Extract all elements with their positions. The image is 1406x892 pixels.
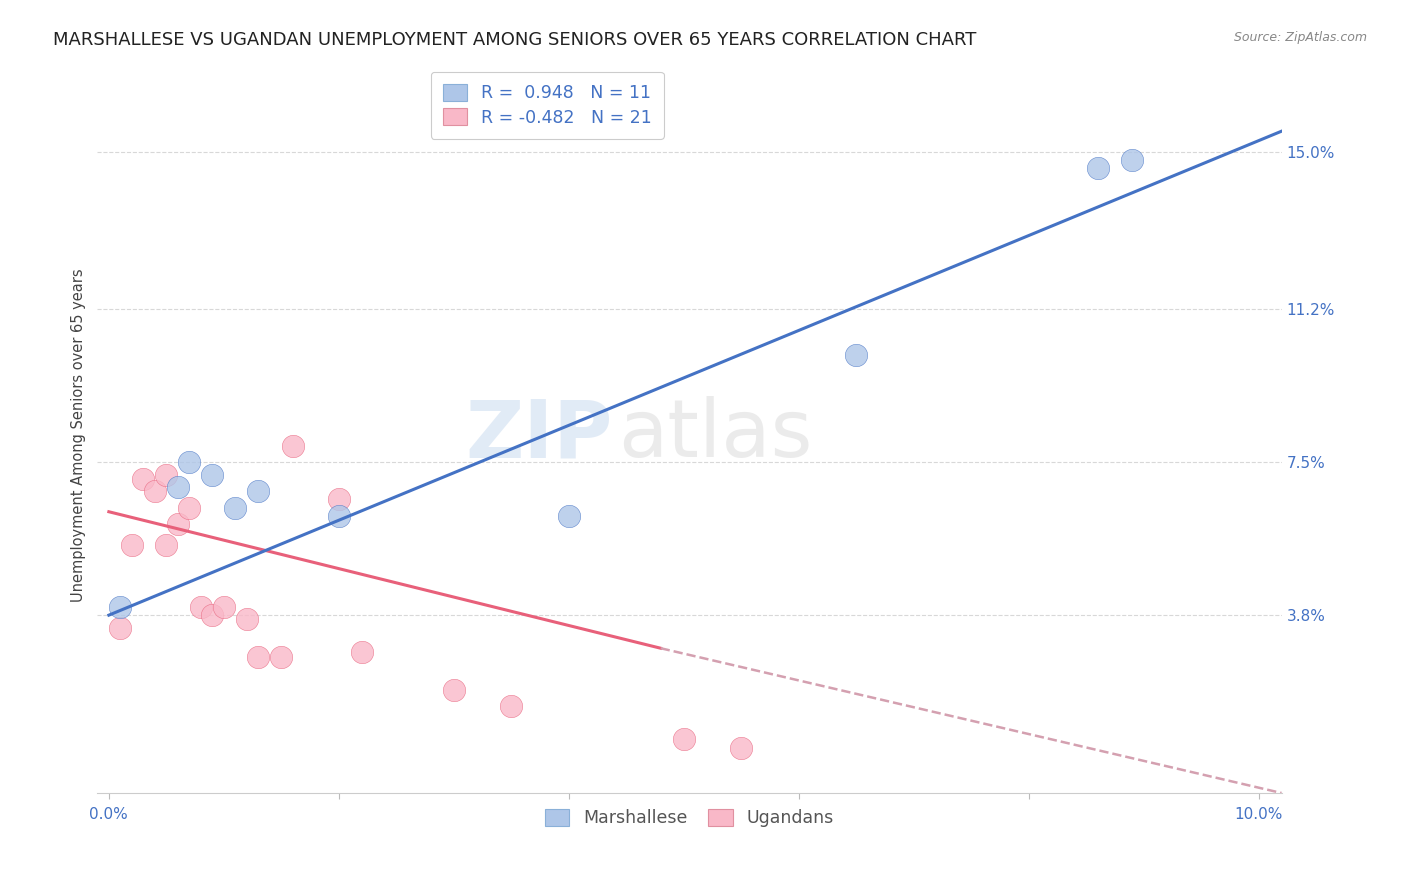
Point	[143, 484, 166, 499]
Point	[179, 500, 201, 515]
Point	[1087, 161, 1109, 176]
Point	[155, 538, 177, 552]
Point	[236, 612, 259, 626]
Point	[212, 599, 235, 614]
Point	[132, 472, 155, 486]
Point	[247, 484, 270, 499]
Point	[557, 508, 579, 523]
Point	[201, 467, 224, 482]
Point	[501, 699, 523, 714]
Point	[110, 599, 132, 614]
Point	[247, 649, 270, 664]
Text: MARSHALLESE VS UGANDAN UNEMPLOYMENT AMONG SENIORS OVER 65 YEARS CORRELATION CHAR: MARSHALLESE VS UGANDAN UNEMPLOYMENT AMON…	[53, 31, 977, 49]
Point	[845, 347, 868, 361]
Y-axis label: Unemployment Among Seniors over 65 years: Unemployment Among Seniors over 65 years	[72, 268, 86, 602]
Text: ZIP: ZIP	[465, 396, 613, 475]
Legend: Marshallese, Ugandans: Marshallese, Ugandans	[538, 802, 841, 834]
Point	[270, 649, 292, 664]
Point	[281, 439, 304, 453]
Point	[201, 608, 224, 623]
Point	[350, 645, 373, 659]
Point	[224, 500, 246, 515]
Point	[328, 492, 350, 507]
Point	[179, 455, 201, 469]
Point	[443, 682, 465, 697]
Point	[166, 480, 188, 494]
Point	[166, 517, 188, 532]
Point	[328, 508, 350, 523]
Point	[730, 740, 752, 755]
Text: atlas: atlas	[619, 396, 813, 475]
Point	[190, 599, 212, 614]
Point	[672, 732, 695, 747]
Point	[110, 621, 132, 635]
Point	[121, 538, 143, 552]
Point	[1121, 153, 1143, 168]
Text: Source: ZipAtlas.com: Source: ZipAtlas.com	[1233, 31, 1367, 45]
Point	[155, 467, 177, 482]
